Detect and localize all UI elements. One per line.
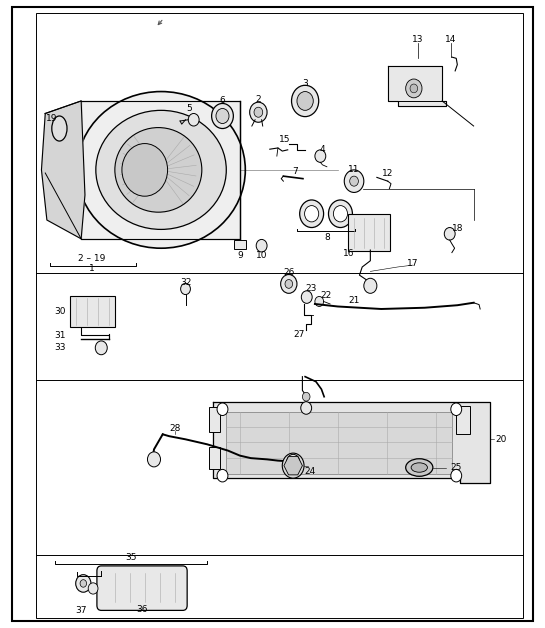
Circle shape <box>80 580 87 587</box>
Text: 3: 3 <box>302 79 308 88</box>
Circle shape <box>211 104 233 129</box>
Circle shape <box>95 341 107 355</box>
Text: 17: 17 <box>407 259 419 268</box>
Circle shape <box>281 274 297 293</box>
Circle shape <box>297 92 313 111</box>
Text: 22: 22 <box>320 291 331 300</box>
Text: 36: 36 <box>136 605 148 614</box>
Text: 9: 9 <box>237 251 243 259</box>
Bar <box>456 406 470 435</box>
Bar <box>81 101 240 239</box>
Text: 35: 35 <box>125 553 137 561</box>
Circle shape <box>148 452 161 467</box>
Circle shape <box>315 296 324 306</box>
Text: 23: 23 <box>305 284 316 293</box>
Ellipse shape <box>96 111 226 229</box>
Circle shape <box>451 469 462 482</box>
Ellipse shape <box>411 463 427 472</box>
Circle shape <box>285 279 293 288</box>
Ellipse shape <box>405 458 433 476</box>
Text: 18: 18 <box>452 224 463 233</box>
Text: 6: 6 <box>220 97 226 106</box>
Text: 4: 4 <box>320 144 325 154</box>
Bar <box>209 407 220 432</box>
Bar <box>209 448 220 469</box>
Text: 5: 5 <box>186 104 192 113</box>
Circle shape <box>334 205 348 222</box>
Text: 24: 24 <box>304 467 315 477</box>
Circle shape <box>451 403 462 416</box>
Circle shape <box>254 107 263 117</box>
Circle shape <box>301 402 312 414</box>
Text: 31: 31 <box>54 331 66 340</box>
Text: 30: 30 <box>54 307 66 316</box>
Circle shape <box>287 455 300 469</box>
Circle shape <box>88 583 98 594</box>
Circle shape <box>256 239 267 252</box>
Circle shape <box>301 291 312 303</box>
Text: 16: 16 <box>343 249 354 258</box>
Text: 32: 32 <box>180 278 191 287</box>
Circle shape <box>250 102 267 122</box>
Polygon shape <box>284 457 302 475</box>
Polygon shape <box>387 67 446 106</box>
Text: 27: 27 <box>293 330 304 338</box>
Text: 25: 25 <box>451 463 462 472</box>
Circle shape <box>300 200 324 227</box>
Text: 20: 20 <box>495 435 507 444</box>
Bar <box>36 13 523 618</box>
Text: 26: 26 <box>283 268 294 277</box>
Circle shape <box>315 150 326 163</box>
Circle shape <box>76 575 91 592</box>
Circle shape <box>344 170 364 192</box>
Circle shape <box>364 278 377 293</box>
Polygon shape <box>213 402 490 483</box>
Text: 33: 33 <box>54 344 66 352</box>
Text: 1: 1 <box>89 264 95 273</box>
FancyBboxPatch shape <box>348 214 390 251</box>
Text: 7: 7 <box>293 166 298 176</box>
Text: 14: 14 <box>445 35 457 44</box>
Circle shape <box>188 114 199 126</box>
FancyBboxPatch shape <box>97 566 187 610</box>
Circle shape <box>282 453 304 478</box>
Ellipse shape <box>52 116 67 141</box>
Circle shape <box>216 109 229 124</box>
Text: 13: 13 <box>413 35 424 44</box>
Bar <box>70 296 115 327</box>
Text: 12: 12 <box>382 169 393 178</box>
Text: 28: 28 <box>169 423 180 433</box>
Text: 11: 11 <box>348 165 360 175</box>
Bar <box>234 240 246 249</box>
Circle shape <box>217 403 228 416</box>
Circle shape <box>329 200 353 227</box>
Circle shape <box>444 227 455 240</box>
Text: 21: 21 <box>348 296 360 305</box>
Circle shape <box>405 79 422 98</box>
Text: 37: 37 <box>75 606 87 615</box>
Text: 2: 2 <box>256 95 261 104</box>
Circle shape <box>350 176 359 186</box>
Circle shape <box>410 84 417 93</box>
Text: 15: 15 <box>278 135 290 144</box>
Circle shape <box>302 392 310 401</box>
Polygon shape <box>41 101 85 239</box>
Circle shape <box>305 205 319 222</box>
Ellipse shape <box>77 92 245 248</box>
Ellipse shape <box>115 127 202 212</box>
Text: 2 – 19: 2 – 19 <box>78 254 106 263</box>
Circle shape <box>217 469 228 482</box>
Circle shape <box>180 283 190 295</box>
Text: 10: 10 <box>256 251 268 259</box>
Text: 8: 8 <box>324 233 330 242</box>
Circle shape <box>122 144 167 196</box>
Text: 19: 19 <box>45 114 57 123</box>
Circle shape <box>292 85 319 117</box>
Bar <box>226 413 452 474</box>
